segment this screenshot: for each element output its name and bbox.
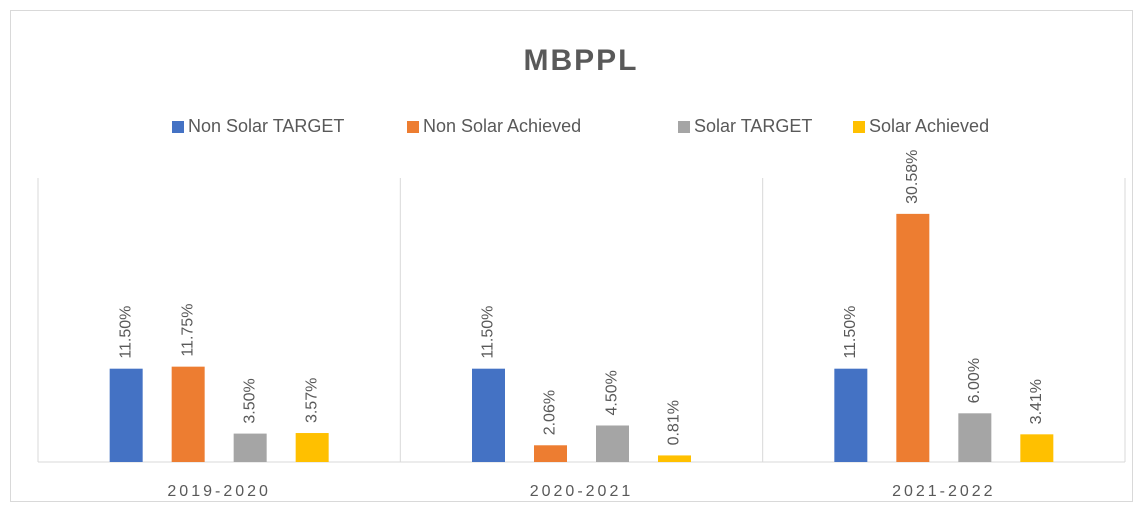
chart-title: MBPPL — [524, 44, 639, 77]
data-label: 11.50% — [480, 306, 497, 359]
data-label: 0.81% — [666, 400, 683, 445]
bar — [896, 213, 930, 462]
legend-swatch — [407, 121, 419, 133]
bar — [658, 455, 691, 462]
data-label: 6.00% — [966, 358, 983, 403]
data-label: 11.50% — [842, 306, 859, 359]
bar — [171, 366, 205, 462]
bar — [109, 368, 143, 462]
legend-label: Non Solar TARGET — [188, 116, 344, 136]
data-label: 30.58% — [904, 150, 921, 204]
bar — [233, 433, 267, 462]
bar — [295, 433, 329, 462]
bar — [472, 368, 505, 462]
legend-swatch — [853, 121, 865, 133]
legend-label: Solar TARGET — [694, 116, 812, 136]
legend-swatch — [678, 121, 690, 133]
legend-label: Non Solar Achieved — [423, 116, 581, 136]
legend-swatch — [172, 121, 184, 133]
bar — [534, 445, 567, 462]
x-tick-label: 2021-2022 — [892, 483, 996, 500]
bar — [958, 413, 992, 462]
data-label: 3.57% — [303, 378, 320, 423]
data-label: 2.06% — [542, 390, 559, 435]
bar — [834, 368, 868, 462]
data-label: 3.41% — [1028, 379, 1045, 424]
data-label: 4.50% — [604, 370, 621, 415]
bar — [1020, 434, 1054, 462]
legend-label: Solar Achieved — [869, 116, 989, 136]
bar — [596, 425, 629, 462]
data-label: 11.50% — [117, 306, 134, 359]
x-tick-label: 2019-2020 — [167, 483, 271, 500]
data-label: 3.50% — [241, 378, 258, 423]
data-label: 11.75% — [179, 304, 196, 357]
x-tick-label: 2020-2021 — [530, 483, 634, 500]
